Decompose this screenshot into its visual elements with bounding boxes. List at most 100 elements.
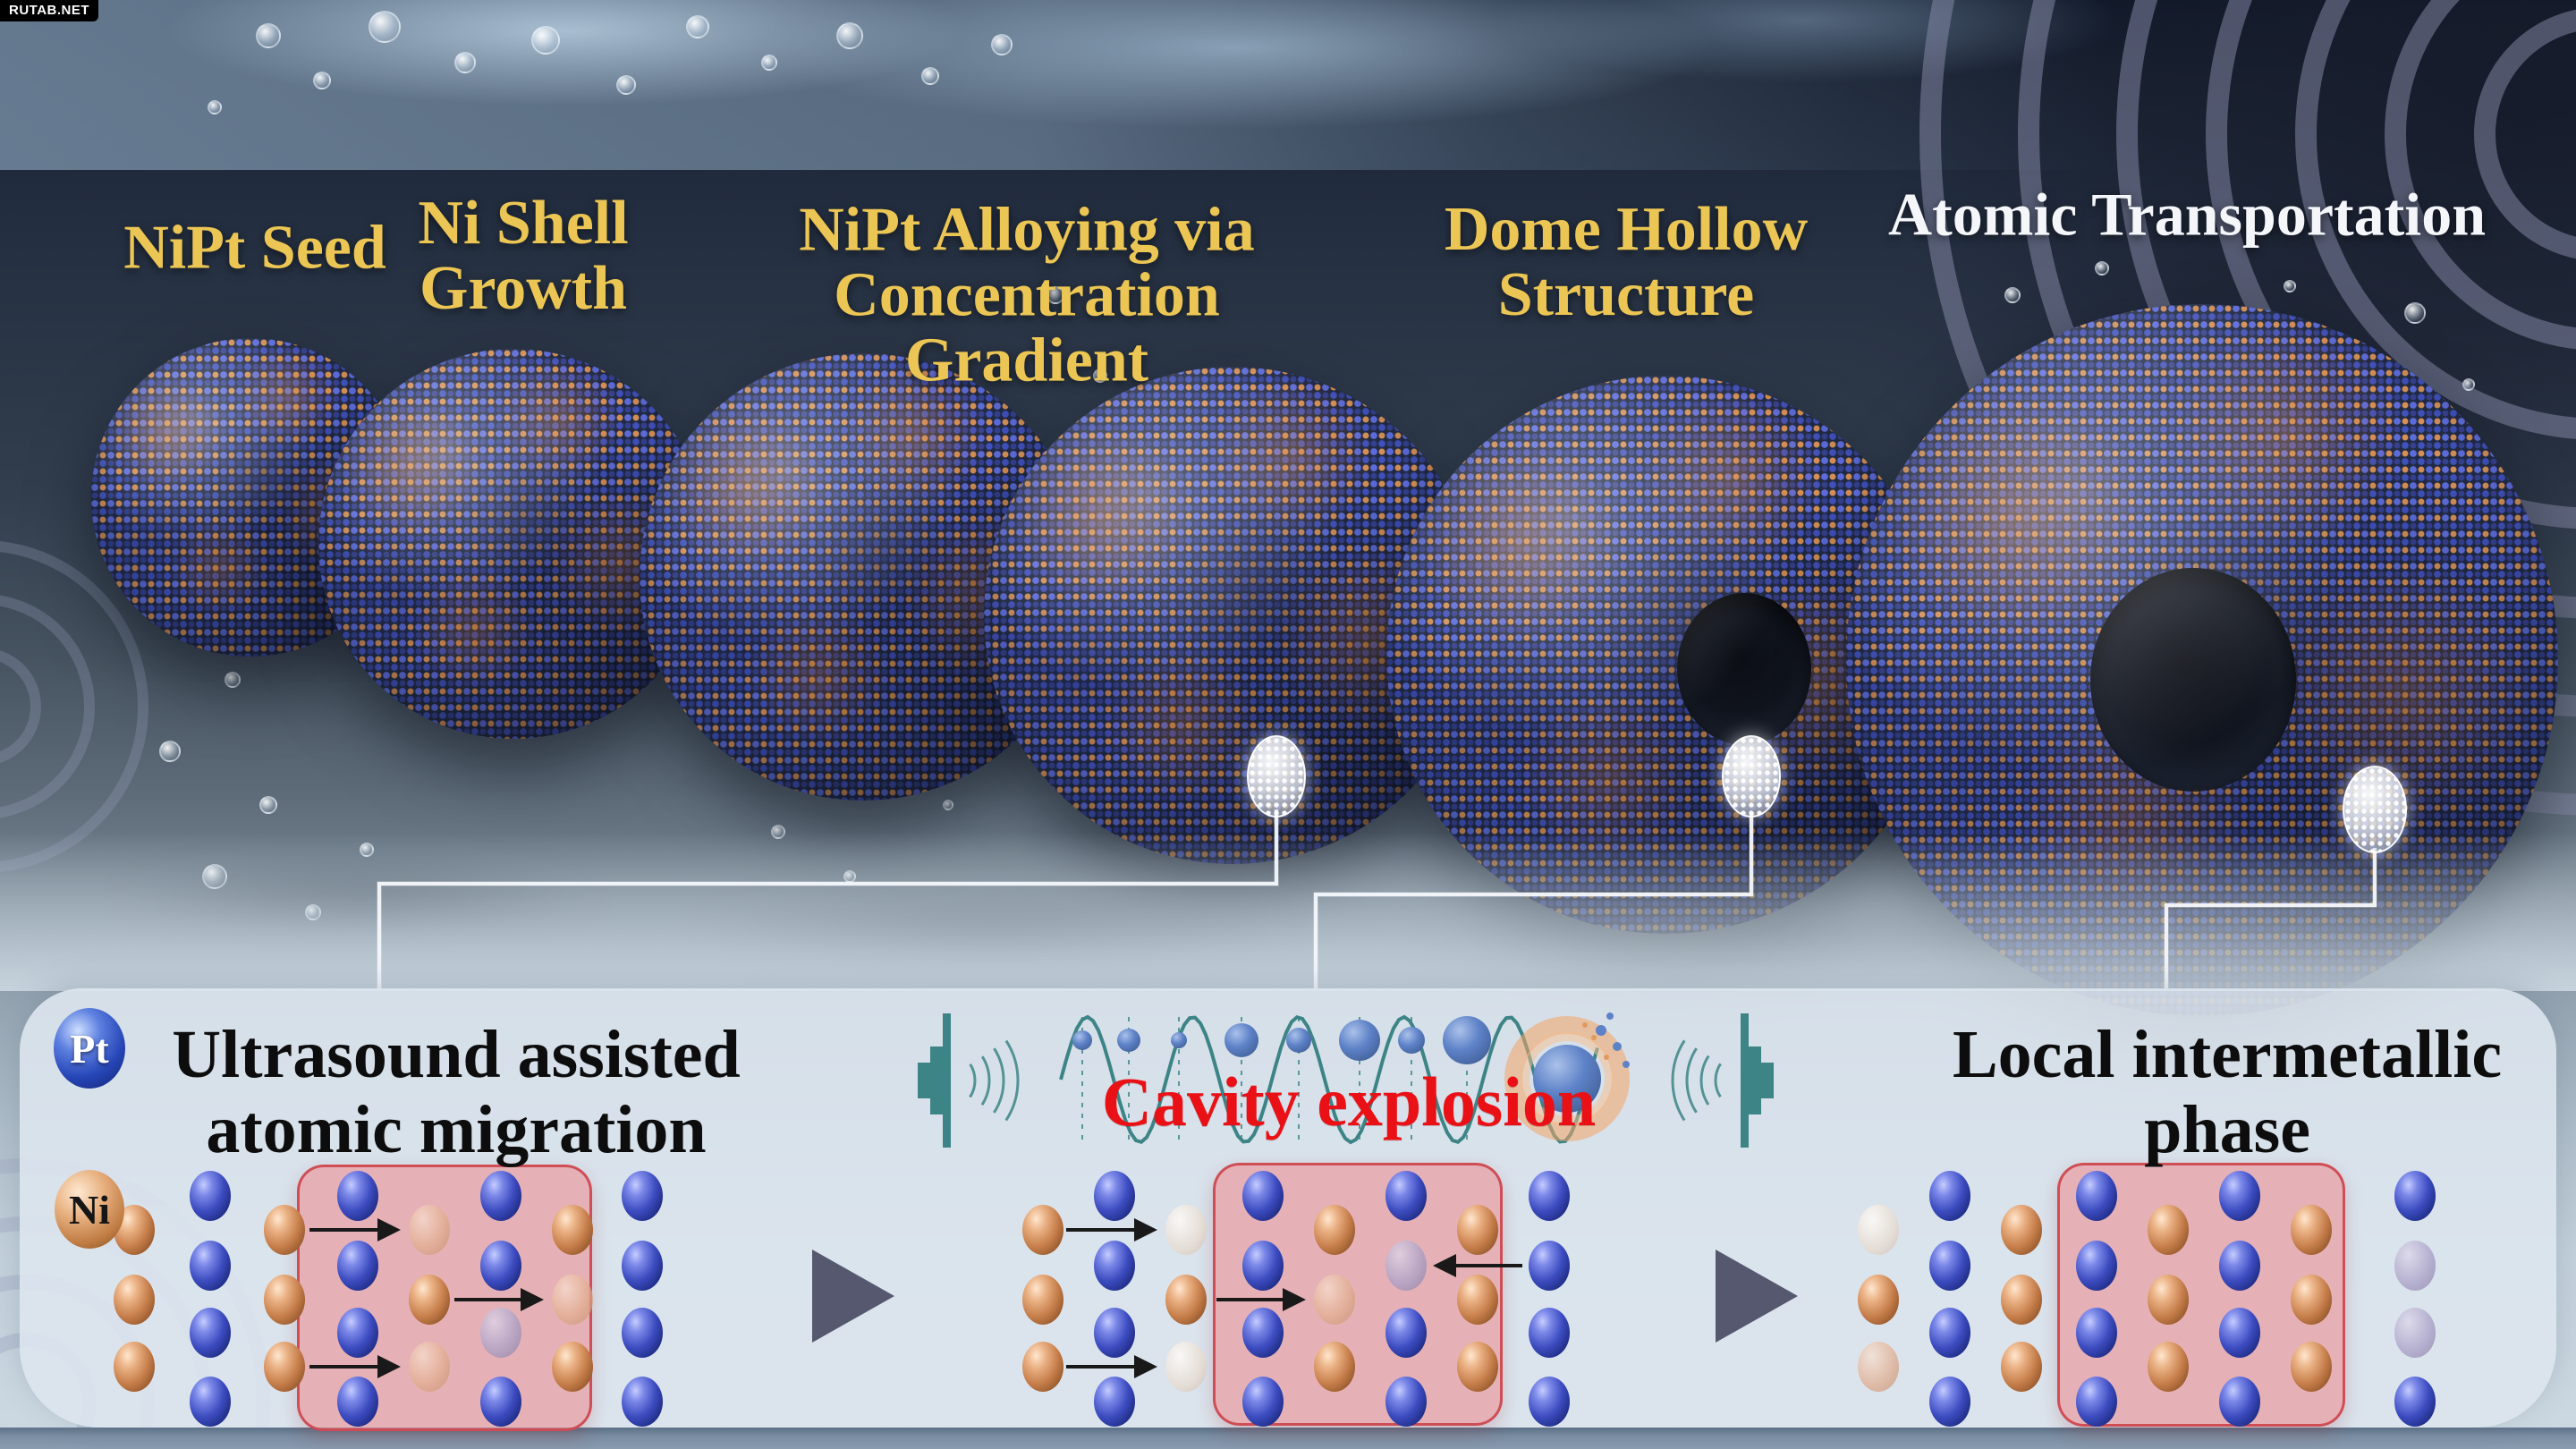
left-caption-line1: Ultrasound assisted bbox=[172, 1017, 741, 1092]
ni-atom bbox=[2291, 1205, 2332, 1255]
ni-atom bbox=[2001, 1205, 2042, 1255]
pt-atom bbox=[1242, 1377, 1284, 1427]
bubble bbox=[2004, 287, 2021, 303]
pt-atom bbox=[2219, 1377, 2260, 1427]
bubble bbox=[2462, 378, 2475, 391]
pt-atom bbox=[1385, 1171, 1427, 1221]
arrow-head bbox=[1134, 1355, 1157, 1378]
sphere-shadow bbox=[107, 859, 608, 939]
bubble bbox=[202, 864, 227, 889]
pt-atom bbox=[337, 1241, 378, 1291]
pt-atom bbox=[2076, 1308, 2117, 1358]
ni-atom bbox=[264, 1275, 305, 1325]
right-caption: Local intermetallic phase bbox=[1953, 1017, 2502, 1167]
bubble bbox=[208, 100, 222, 114]
bubble bbox=[369, 11, 401, 43]
bubble bbox=[531, 26, 560, 55]
ghost-atom bbox=[552, 1275, 593, 1325]
ni-atom bbox=[264, 1205, 305, 1255]
bubble bbox=[256, 23, 281, 48]
stage-label-line: Structure bbox=[1497, 260, 1755, 329]
stage-label-transport: Atomic Transportation bbox=[1888, 182, 2486, 248]
ghost-atom bbox=[409, 1205, 450, 1255]
pt-atom bbox=[190, 1171, 231, 1221]
stage-label-seed: NiPt Seed bbox=[123, 216, 386, 281]
stage-label-alloy: NiPt Alloying via Concentration Gradient bbox=[799, 198, 1254, 394]
pt-atom bbox=[480, 1377, 521, 1427]
pt-atom bbox=[2219, 1308, 2260, 1358]
bubble bbox=[2095, 261, 2109, 275]
bubble bbox=[836, 22, 863, 49]
pt-atom bbox=[1529, 1308, 1570, 1358]
bubble bbox=[991, 34, 1013, 55]
arrow-shaft bbox=[1454, 1264, 1522, 1267]
pt-atom bbox=[337, 1377, 378, 1427]
ni-atom bbox=[2148, 1342, 2189, 1392]
pt-atom bbox=[1929, 1308, 1970, 1358]
arrow-shaft bbox=[1066, 1228, 1136, 1232]
pt-atom bbox=[190, 1241, 231, 1291]
cavity-caption-text: Cavity explosion bbox=[1101, 1063, 1597, 1140]
bubble bbox=[2404, 302, 2426, 324]
pt-atom bbox=[190, 1377, 231, 1427]
bubble bbox=[259, 796, 277, 814]
pt-legend-label: Pt bbox=[70, 1025, 109, 1072]
ni-atom bbox=[2291, 1275, 2332, 1325]
ghost-atom bbox=[1165, 1342, 1207, 1392]
ni-atom bbox=[1022, 1205, 1063, 1255]
sphere-shading bbox=[1846, 304, 2558, 1016]
stage-label-line: Atomic Transportation bbox=[1887, 180, 2487, 249]
ghost-atom bbox=[2394, 1308, 2436, 1358]
pt-atom bbox=[1242, 1171, 1284, 1221]
sphere-shadow bbox=[680, 886, 1306, 975]
pt-atom bbox=[2076, 1241, 2117, 1291]
arrow-shaft bbox=[1066, 1365, 1136, 1368]
pt-atom bbox=[1242, 1308, 1284, 1358]
arrow-head bbox=[1134, 1218, 1157, 1241]
arrow-head bbox=[521, 1288, 544, 1311]
pt-atom bbox=[2394, 1377, 2436, 1427]
ghost-atom bbox=[1165, 1205, 1207, 1255]
ghost-atom bbox=[1385, 1241, 1427, 1291]
ni-atom bbox=[114, 1342, 155, 1392]
arrow-head bbox=[377, 1355, 401, 1378]
ghost-atom bbox=[1858, 1342, 1899, 1392]
pt-atom bbox=[622, 1241, 663, 1291]
stage-label-line: Ni Shell bbox=[418, 189, 629, 258]
pt-atom bbox=[1094, 1377, 1135, 1427]
pt-atom bbox=[622, 1377, 663, 1427]
ni-atom bbox=[114, 1275, 155, 1325]
ni-atom bbox=[552, 1342, 593, 1392]
pt-atom-legend: Pt bbox=[54, 1008, 125, 1089]
ni-atom bbox=[1457, 1275, 1498, 1325]
bubble bbox=[2284, 280, 2296, 292]
ghost-atom bbox=[409, 1342, 450, 1392]
arrow-head bbox=[1283, 1288, 1306, 1311]
ni-atom bbox=[1314, 1205, 1355, 1255]
pt-atom bbox=[1385, 1377, 1427, 1427]
pt-atom bbox=[480, 1241, 521, 1291]
arrow-shaft bbox=[1216, 1298, 1284, 1301]
arrow-shaft bbox=[454, 1298, 522, 1301]
pt-atom bbox=[190, 1308, 231, 1358]
bubble bbox=[225, 672, 241, 688]
ni-atom-legend: Ni bbox=[55, 1170, 124, 1249]
pt-atom bbox=[337, 1308, 378, 1358]
left-caption-line2: atomic migration bbox=[206, 1092, 707, 1167]
pt-atom bbox=[2219, 1171, 2260, 1221]
pt-atom bbox=[1242, 1241, 1284, 1291]
bubble bbox=[771, 825, 785, 839]
ni-atom bbox=[264, 1342, 305, 1392]
ni-atom bbox=[409, 1275, 450, 1325]
stage-label-dome: Dome Hollow Structure bbox=[1445, 197, 1808, 327]
pt-atom bbox=[1385, 1308, 1427, 1358]
ni-atom bbox=[2291, 1342, 2332, 1392]
ghost-atom bbox=[480, 1308, 521, 1358]
ni-atom bbox=[1457, 1205, 1498, 1255]
bubble bbox=[360, 843, 374, 857]
pt-atom bbox=[622, 1308, 663, 1358]
bubble bbox=[454, 52, 476, 73]
ni-atom bbox=[1457, 1342, 1498, 1392]
cavity-explosion-caption: Cavity explosion bbox=[1102, 1064, 1597, 1140]
stage-label-line: NiPt Seed bbox=[123, 213, 386, 283]
